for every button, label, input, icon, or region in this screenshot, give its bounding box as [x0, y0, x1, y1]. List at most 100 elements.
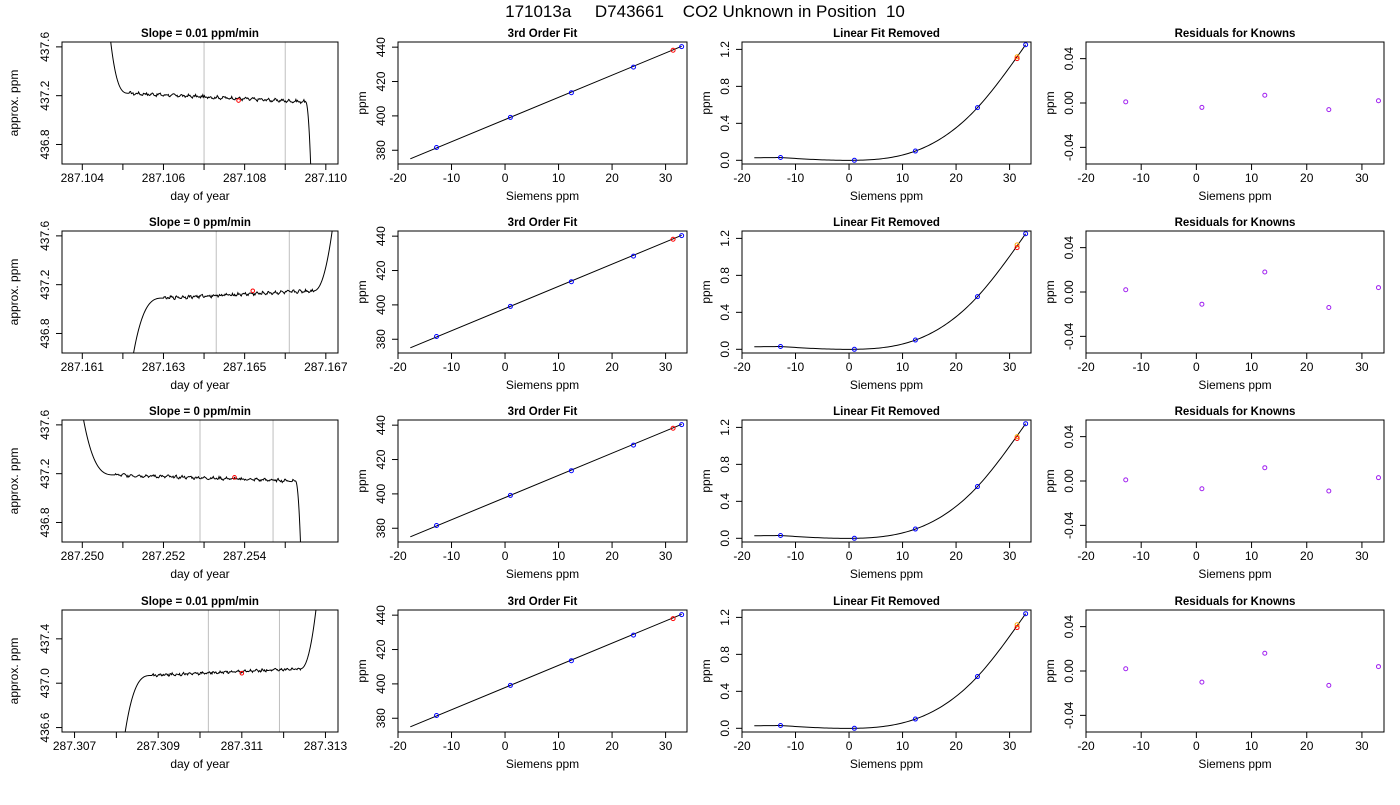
row3-residuals-residual-point	[1375, 475, 1381, 481]
row3-timeseries-panel: Slope = 0 ppm/min day of year approx. ppm 2…	[7, 406, 339, 581]
row3-timeseries-xtick-label: 287.254	[223, 549, 267, 563]
row4-timeseries-ytick-label: 437.0	[38, 668, 52, 698]
row2-linear_removed-xtick-label: 30	[1003, 360, 1017, 374]
row4-fit-ytick-label: 380	[374, 708, 388, 728]
row3-residuals-frame	[1085, 419, 1385, 543]
row2-timeseries-trace	[133, 231, 333, 353]
row2-residuals-panel: Residuals for Knowns Siemens ppm ppm -20 -10…	[1043, 217, 1385, 392]
row3-residuals-panel: Residuals for Knowns Siemens ppm ppm -20 -10…	[1043, 406, 1385, 581]
row4-fit-unknown-point	[670, 616, 676, 622]
row2-residuals-frame	[1085, 230, 1385, 354]
row4-linear_removed-xtick-label: -10	[787, 739, 805, 753]
row3-fit-plot-area	[410, 422, 685, 538]
row3-residuals-xlabel: Siemens ppm	[1198, 567, 1271, 581]
row4-timeseries-title: Slope = 0.01 ppm/min	[141, 596, 259, 608]
row1-linear_removed-ytick-label: 0.0	[718, 152, 732, 169]
row2-timeseries-ytick-label: 437.2	[38, 269, 52, 299]
row1-linear_removed-xtick-label: 20	[949, 171, 963, 185]
row3-residuals-xtick-label: -20	[1077, 549, 1095, 563]
row2-fit-ylabel: ppm	[355, 280, 369, 303]
row3-timeseries-xlabel: day of year	[170, 567, 229, 581]
row2-linear_removed-known-point	[851, 346, 857, 352]
row3-residuals-residual-point	[1123, 477, 1129, 483]
row2-fit-xtick-label: 20	[605, 360, 619, 374]
row4-timeseries-xtick-label: 287.313	[304, 739, 348, 753]
row3-timeseries-frame	[61, 419, 339, 543]
row3-linear_removed-panel: Linear Fit Removed Siemens ppm ppm -20 -10 0 1…	[699, 406, 1032, 581]
row3-fit-xtick-label: 0	[502, 549, 509, 563]
row1-residuals-plot-area	[1123, 92, 1381, 113]
row3-timeseries-xtick-label: 287.252	[142, 549, 186, 563]
row2-linear_removed-xtick-label: -10	[787, 360, 805, 374]
row1-linear_removed-xtick-label: -10	[787, 171, 805, 185]
row1-linear_removed-xtick-label: -20	[733, 171, 751, 185]
row3-linear_removed-xlabel: Siemens ppm	[850, 567, 923, 581]
row1-residuals-residual-point	[1375, 98, 1381, 104]
row2-fit-xlabel: Siemens ppm	[506, 378, 579, 392]
row4-residuals-ytick-label: 0.00	[1062, 659, 1076, 683]
row1-linear_removed-title: Linear Fit Removed	[833, 28, 940, 40]
row2-fit-panel: 3rd Order Fit Siemens ppm ppm -20 -10 0 10 20 30…	[355, 217, 688, 392]
row1-residuals-ylabel: ppm	[1043, 91, 1057, 114]
row4-timeseries-trace	[124, 610, 317, 732]
row1-fit-fit-line	[410, 45, 682, 160]
row3-linear_removed-unknown-point	[1014, 435, 1020, 441]
row4-fit-xlabel: Siemens ppm	[506, 757, 579, 771]
row3-timeseries-ytick-label: 437.2	[38, 458, 52, 488]
row3-linear_removed-xtick-label: -20	[733, 549, 751, 563]
row1-residuals-title: Residuals for Knowns	[1175, 28, 1296, 40]
row1-fit-unknown-point	[670, 47, 676, 53]
row4-linear_removed-known-point	[912, 716, 918, 722]
row3-linear_removed-curve	[754, 423, 1027, 539]
row2-linear_removed-ytick-label: 0.4	[718, 304, 732, 321]
row2-timeseries-xtick-label: 287.167	[304, 360, 348, 374]
row3-linear_removed-known-point	[851, 535, 857, 541]
row1-timeseries-ytick-label: 436.8	[38, 129, 52, 159]
row3-linear_removed-xtick-label: 20	[949, 549, 963, 563]
row2-timeseries-ytick-label: 437.6	[38, 221, 52, 251]
row2-fit-frame	[397, 230, 688, 354]
row4-linear_removed-curve	[754, 613, 1027, 729]
row4-fit-xtick-label: 20	[605, 739, 619, 753]
row2-fit-ytick-label: 380	[374, 329, 388, 349]
row1-timeseries-xtick-label: 287.110	[305, 171, 348, 185]
row4-linear_removed-title: Linear Fit Removed	[833, 596, 940, 608]
row1-linear_removed-known-point	[778, 155, 784, 161]
row4-residuals-panel: Residuals for Knowns Siemens ppm ppm -20 -10…	[1043, 596, 1385, 771]
row2-fit-xtick-label: -10	[443, 360, 461, 374]
row4-linear_removed-ytick-label: 0.4	[718, 683, 732, 700]
row1-linear_removed-panel: Linear Fit Removed Siemens ppm ppm -20 -10 0 1…	[699, 28, 1032, 203]
row1-linear_removed-unknown-point	[1014, 56, 1020, 62]
row1-fit-xtick-label: 20	[605, 171, 619, 185]
row3-timeseries-trace	[83, 420, 301, 542]
row2-linear_removed-known-point	[778, 344, 784, 350]
row4-residuals-xtick-label: -10	[1133, 739, 1151, 753]
row2-linear_removed-xtick-label: 20	[949, 360, 963, 374]
row2-fit-xtick-label: -20	[389, 360, 407, 374]
row4-linear_removed-xtick-label: -20	[733, 739, 751, 753]
row3-fit-panel: 3rd Order Fit Siemens ppm ppm -20 -10 0 10 20 30…	[355, 406, 688, 581]
row4-fit-ytick-label: 440	[374, 605, 388, 625]
row3-fit-xtick-label: 20	[605, 549, 619, 563]
row1-timeseries-xtick-label: 287.104	[61, 171, 105, 185]
row1-fit-xtick-label: 0	[502, 171, 509, 185]
row2-linear_removed-xtick-label: 10	[896, 360, 910, 374]
row2-fit-fit-line	[410, 234, 682, 349]
row4-linear_removed-xtick-label: 0	[846, 739, 853, 753]
row3-residuals-residual-point	[1199, 486, 1205, 492]
row4-timeseries-xtick-label: 287.309	[136, 739, 180, 753]
row3-residuals-title: Residuals for Knowns	[1175, 406, 1296, 418]
row4-fit-title: 3rd Order Fit	[508, 596, 578, 608]
row2-residuals-title: Residuals for Knowns	[1175, 217, 1296, 229]
row1-linear_removed-known-point	[851, 157, 857, 163]
row3-timeseries-xtick-label: 287.250	[61, 549, 105, 563]
row1-residuals-xtick-label: 20	[1300, 171, 1314, 185]
row4-linear_removed-ytick-label: 0.8	[718, 646, 732, 663]
row1-timeseries-xlabel: day of year	[170, 189, 229, 203]
row3-fit-xtick-label: 10	[552, 549, 566, 563]
row2-timeseries-xtick-label: 287.163	[142, 360, 186, 374]
row2-timeseries-panel: Slope = 0 ppm/min day of year approx. ppm 2…	[7, 217, 348, 392]
row3-timeseries-ylabel: approx. ppm	[7, 448, 21, 515]
row3-fit-title: 3rd Order Fit	[508, 406, 578, 418]
